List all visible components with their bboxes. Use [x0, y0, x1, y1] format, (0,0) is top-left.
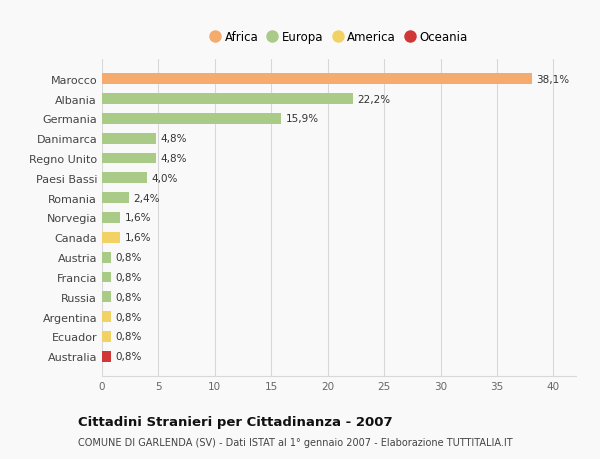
Text: 0,8%: 0,8%	[116, 272, 142, 282]
Bar	[102, 292, 111, 302]
Text: Cittadini Stranieri per Cittadinanza - 2007: Cittadini Stranieri per Cittadinanza - 2…	[78, 415, 392, 428]
Bar	[102, 232, 120, 243]
Bar	[102, 213, 120, 224]
Text: 1,6%: 1,6%	[125, 213, 151, 223]
Text: COMUNE DI GARLENDA (SV) - Dati ISTAT al 1° gennaio 2007 - Elaborazione TUTTITALI: COMUNE DI GARLENDA (SV) - Dati ISTAT al …	[78, 437, 512, 447]
Bar	[102, 351, 111, 362]
Text: 1,6%: 1,6%	[125, 233, 151, 243]
Text: 0,8%: 0,8%	[116, 292, 142, 302]
Bar	[102, 134, 156, 144]
Text: 0,8%: 0,8%	[116, 352, 142, 362]
Bar	[102, 94, 353, 105]
Text: 22,2%: 22,2%	[357, 94, 390, 104]
Bar	[102, 114, 281, 124]
Text: 0,8%: 0,8%	[116, 252, 142, 263]
Bar	[102, 331, 111, 342]
Legend: Africa, Europa, America, Oceania: Africa, Europa, America, Oceania	[207, 28, 471, 48]
Text: 4,8%: 4,8%	[161, 154, 187, 164]
Bar	[102, 193, 129, 204]
Text: 0,8%: 0,8%	[116, 332, 142, 342]
Text: 2,4%: 2,4%	[134, 193, 160, 203]
Bar	[102, 153, 156, 164]
Bar	[102, 252, 111, 263]
Text: 4,8%: 4,8%	[161, 134, 187, 144]
Bar	[102, 272, 111, 283]
Text: 15,9%: 15,9%	[286, 114, 319, 124]
Text: 38,1%: 38,1%	[536, 74, 569, 84]
Bar	[102, 74, 532, 85]
Bar	[102, 312, 111, 322]
Bar	[102, 173, 147, 184]
Text: 0,8%: 0,8%	[116, 312, 142, 322]
Text: 4,0%: 4,0%	[152, 174, 178, 184]
